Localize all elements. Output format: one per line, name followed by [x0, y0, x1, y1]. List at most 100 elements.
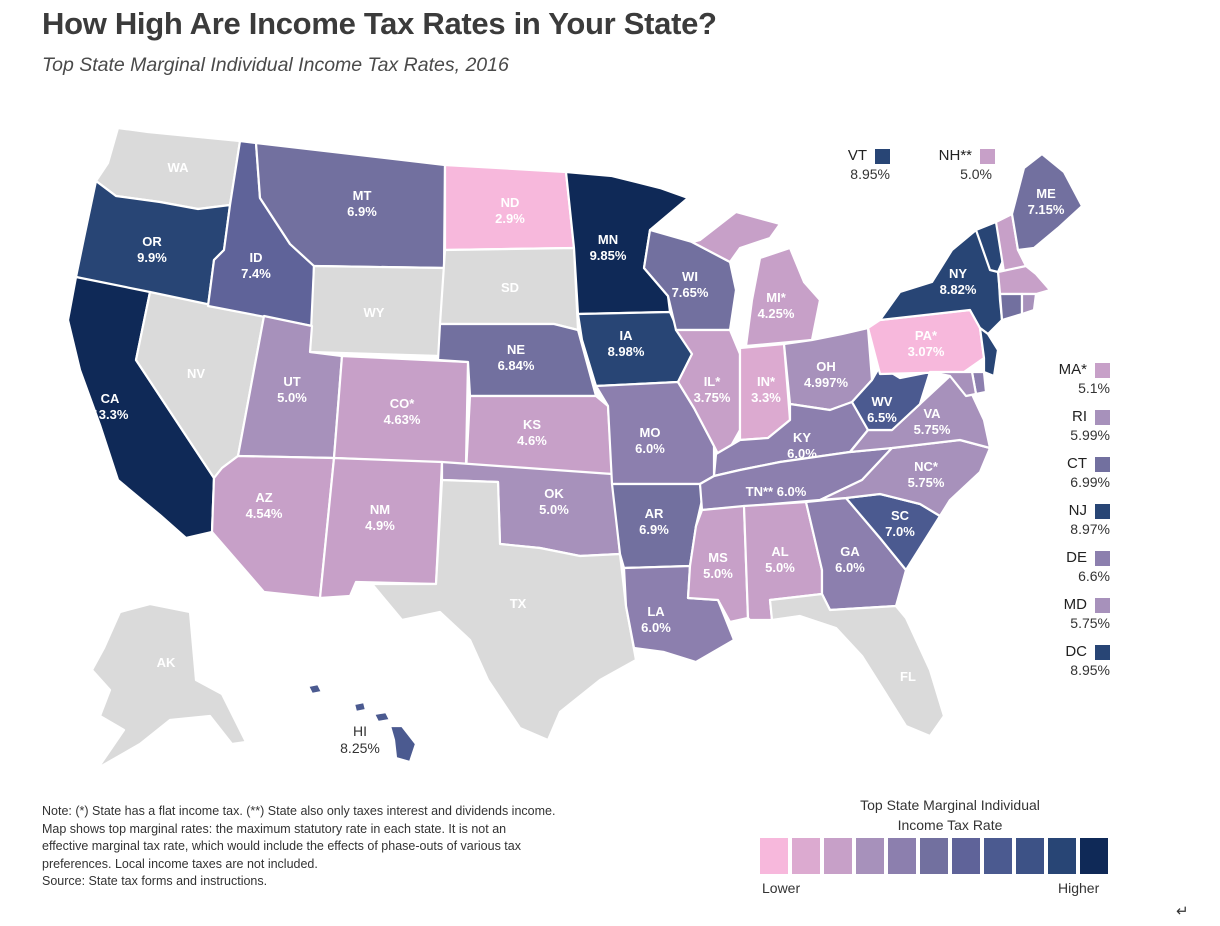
- color-swatch: [980, 148, 995, 164]
- small-state-abbr: MD: [1063, 596, 1087, 613]
- state-label-OH: OH 4.997%: [804, 359, 849, 390]
- state-label-AK: AK: [157, 655, 176, 670]
- state-label-SD: SD: [501, 280, 519, 295]
- state-label-NY: NY 8.82%: [940, 266, 977, 297]
- state-label-UT: UT 5.0%: [277, 374, 307, 405]
- state-label-LA: LA 6.0%: [641, 604, 671, 635]
- state-label-OK: OK 5.0%: [539, 486, 569, 517]
- state-label-CO: CO* 4.63%: [384, 396, 421, 427]
- small-state-rate: 8.95%: [850, 166, 890, 182]
- legend-step: [984, 838, 1012, 874]
- legend-title: Top State Marginal Individual Income Tax…: [790, 795, 1110, 835]
- legend-step: [856, 838, 884, 874]
- state-label-WV: WV 6.5%: [867, 394, 897, 425]
- footnote: Note: (*) State has a flat income tax. (…: [42, 803, 732, 891]
- small-state-rate: 5.0%: [960, 166, 992, 182]
- state-label-WA: WA: [168, 160, 190, 175]
- legend-step: [1016, 838, 1044, 874]
- small-state-rate: 6.6%: [1078, 568, 1110, 584]
- small-state-NH: NH** 5.0%: [855, 147, 995, 183]
- state-label-AR: AR 6.9%: [639, 506, 669, 537]
- state-label-TX: TX: [510, 596, 527, 611]
- small-state-rate: 8.95%: [1070, 662, 1110, 678]
- state-label-WY: WY: [364, 305, 385, 320]
- state-label-IN: IN* 3.3%: [751, 374, 781, 405]
- state-CT[interactable]: [998, 292, 1024, 322]
- small-state-rate: 8.97%: [1070, 521, 1110, 537]
- small-state-abbr: MA*: [1058, 361, 1087, 378]
- legend-title-line: Top State Marginal Individual: [860, 797, 1040, 813]
- legend-step: [792, 838, 820, 874]
- state-TX[interactable]: [370, 478, 638, 742]
- page-subtitle: Top State Marginal Individual Income Tax…: [42, 54, 509, 76]
- state-label-AZ: AZ 4.54%: [246, 490, 283, 521]
- state-MI[interactable]: [690, 210, 822, 348]
- color-swatch: [1095, 456, 1110, 472]
- state-RI[interactable]: [1020, 292, 1038, 316]
- state-label-MT: MT 6.9%: [347, 188, 377, 219]
- small-state-MA: MA* 5.1%: [970, 361, 1110, 397]
- legend-high-label: Higher: [1058, 880, 1100, 896]
- state-MA[interactable]: [996, 264, 1052, 296]
- state-label-MN: MN 9.85%: [590, 232, 627, 263]
- state-label-KY: KY 6.0%: [787, 430, 817, 461]
- state-label-ID: ID 7.4%: [241, 250, 271, 281]
- legend-title-line: Income Tax Rate: [897, 817, 1003, 833]
- state-AZ[interactable]: [210, 454, 336, 600]
- small-state-abbr: CT: [1067, 455, 1087, 472]
- color-swatch: [1095, 597, 1110, 613]
- state-label-MO: MO 6.0%: [635, 425, 665, 456]
- small-state-rate: 5.99%: [1070, 427, 1110, 443]
- footnote-line: effective marginal tax rate, which would…: [42, 839, 521, 853]
- state-label-IA: IA 8.98%: [608, 328, 645, 359]
- small-state-RI: RI 5.99%: [970, 408, 1110, 444]
- small-state-rate: 6.99%: [1070, 474, 1110, 490]
- state-label-ME: ME 7.15%: [1028, 186, 1065, 217]
- state-label-NC: NC* 5.75%: [908, 459, 945, 490]
- small-state-NJ: NJ 8.97%: [970, 502, 1110, 538]
- state-NC[interactable]: [818, 438, 992, 518]
- state-label-KS: KS 4.6%: [517, 417, 547, 448]
- color-swatch: [1095, 409, 1110, 425]
- state-label-CA: CA 13.3%: [92, 391, 129, 422]
- small-state-abbr: NJ: [1068, 502, 1087, 519]
- legend-step: [760, 838, 788, 874]
- state-label-WI: WI 7.65%: [672, 269, 709, 300]
- color-swatch: [1095, 362, 1110, 378]
- small-state-abbr: VT: [847, 147, 867, 164]
- small-state-MD: MD 5.75%: [970, 596, 1110, 632]
- small-state-rate: 5.75%: [1070, 615, 1110, 631]
- state-label-VA: VA 5.75%: [914, 406, 951, 437]
- state-NH[interactable]: [994, 212, 1028, 274]
- state-label-PA: PA* 3.07%: [908, 328, 945, 359]
- state-label-FL: FL: [900, 669, 916, 684]
- state-AK[interactable]: [90, 602, 248, 770]
- state-MD[interactable]: [928, 370, 978, 398]
- source-line: Source: State tax forms and instructions…: [42, 874, 268, 888]
- state-label-HI: HI 8.25%: [340, 723, 380, 756]
- small-state-abbr: RI: [1072, 408, 1087, 425]
- state-ME[interactable]: [1010, 152, 1084, 252]
- state-label-NE: NE 6.84%: [498, 342, 535, 373]
- state-HI[interactable]: [306, 682, 418, 764]
- state-NJ[interactable]: [978, 326, 1000, 378]
- footnote-line: Map shows top marginal rates: the maximu…: [42, 821, 507, 836]
- small-state-abbr: DE: [1066, 549, 1087, 566]
- small-state-DE: DE 6.6%: [970, 549, 1110, 585]
- small-state-rate: 5.1%: [1078, 380, 1110, 396]
- legend-step: [824, 838, 852, 874]
- state-label-IL: IL* 3.75%: [694, 374, 731, 405]
- footnote-line: Note: (*) State has a flat income tax. (…: [42, 804, 556, 818]
- legend-step: [920, 838, 948, 874]
- return-arrow-icon: ↵: [1176, 903, 1189, 920]
- small-state-abbr: NH**: [938, 147, 972, 164]
- state-label-GA: GA 6.0%: [835, 544, 865, 575]
- state-label-NM: NM 4.9%: [365, 502, 395, 533]
- state-FL[interactable]: [768, 592, 946, 738]
- state-label-MS: MS 5.0%: [703, 550, 733, 581]
- footnote-line: preferences. Local income taxes are not …: [42, 856, 318, 871]
- state-label-OR: OR 9.9%: [137, 234, 167, 265]
- state-label-ND: ND 2.9%: [495, 195, 525, 226]
- color-swatch: [1095, 644, 1110, 660]
- small-state-VT: VT 8.95%: [750, 147, 890, 183]
